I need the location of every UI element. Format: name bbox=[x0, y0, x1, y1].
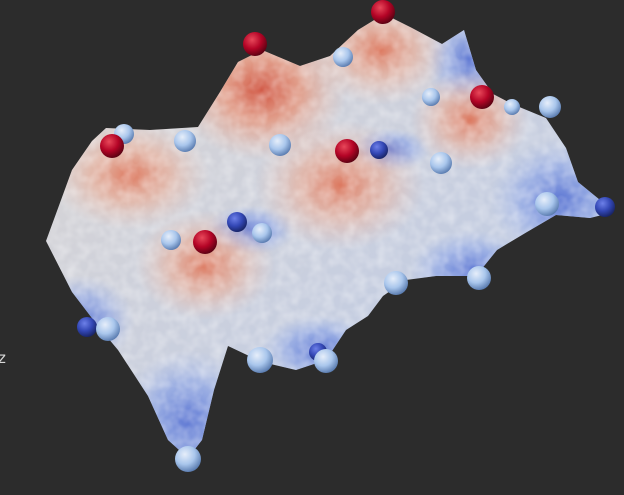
maximum-point bbox=[243, 32, 267, 56]
saddle-point bbox=[333, 47, 353, 67]
saddle-point bbox=[161, 230, 181, 250]
saddle-point bbox=[504, 99, 520, 115]
maximum-point bbox=[100, 134, 124, 158]
critical-points bbox=[77, 0, 615, 472]
saddle-point bbox=[175, 446, 201, 472]
minimum-point bbox=[227, 212, 247, 232]
maximum-point bbox=[193, 230, 217, 254]
saddle-point bbox=[174, 130, 196, 152]
saddle-point bbox=[422, 88, 440, 106]
maximum-point bbox=[335, 139, 359, 163]
minimum-point bbox=[77, 317, 97, 337]
maximum-point bbox=[470, 85, 494, 109]
scalar-field-surface[interactable] bbox=[25, 0, 624, 490]
saddle-point bbox=[467, 266, 491, 290]
saddle-point bbox=[247, 347, 273, 373]
saddle-point bbox=[252, 223, 272, 243]
minimum-point bbox=[370, 141, 388, 159]
maximum-point bbox=[371, 0, 395, 24]
axis-label-z: z bbox=[0, 349, 6, 367]
saddle-point bbox=[96, 317, 120, 341]
saddle-point bbox=[539, 96, 561, 118]
saddle-point bbox=[314, 349, 338, 373]
saddle-point bbox=[535, 192, 559, 216]
minimum-point bbox=[595, 197, 615, 217]
saddle-point bbox=[384, 271, 408, 295]
saddle-point bbox=[430, 152, 452, 174]
saddle-point bbox=[269, 134, 291, 156]
